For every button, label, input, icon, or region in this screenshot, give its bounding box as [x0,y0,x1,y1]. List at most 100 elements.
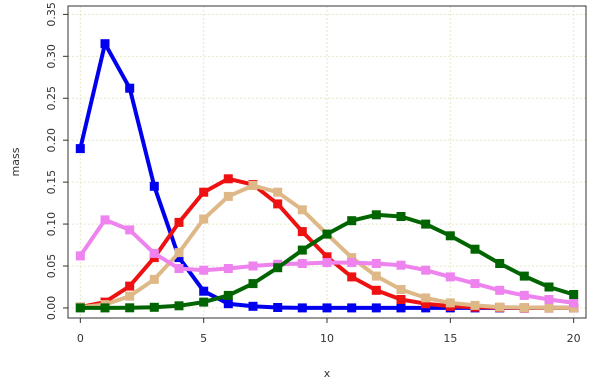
data-point [421,265,431,275]
data-point [470,244,480,254]
data-point [100,215,110,225]
data-point [223,290,233,300]
axes: 0 5 10 15 20 0.00 0.05 0.10 0.15 0.20 0.25 0.30 0.35 [45,2,581,345]
data-point [297,303,307,313]
data-point [297,245,307,255]
data-point [199,214,209,224]
x-tick-label: 0 [77,332,84,345]
data-point [495,285,505,295]
series-5 [75,210,579,313]
data-point [519,290,529,300]
data-point [322,252,332,262]
data-point [445,231,455,241]
data-point [149,248,159,258]
data-point [347,258,357,268]
data-point [223,191,233,201]
data-point [248,261,258,271]
data-point [347,303,357,313]
data-point [396,285,406,294]
data-point [519,271,529,281]
data-point [347,216,357,226]
x-tick-label: 5 [200,332,207,345]
data-point [396,303,406,313]
data-point [174,248,184,258]
data-point [519,303,529,312]
x-tick-label: 15 [443,332,457,345]
series-group [75,39,579,313]
data-point [297,259,307,268]
data-point [125,83,135,93]
data-point [495,259,505,268]
y-tick-label: 0.15 [45,170,58,195]
y-axis-label: mass [9,147,22,176]
data-point [125,225,135,235]
data-point [75,251,85,261]
data-point [75,144,85,154]
y-tick-label: 0.10 [45,212,58,237]
data-point [273,199,283,209]
data-point [125,281,135,291]
data-point [273,263,283,273]
data-point [248,181,258,190]
y-tick-label: 0.35 [45,2,58,27]
data-point [371,259,381,268]
data-point [371,271,381,281]
data-point [544,282,554,292]
data-point [248,301,258,311]
data-point [125,291,135,301]
data-point [347,272,357,282]
data-point [544,303,554,313]
data-point [569,290,579,299]
x-tick-label: 10 [320,332,334,345]
y-tick-label: 0.20 [45,128,58,153]
data-point [421,219,431,229]
data-point [174,253,184,263]
data-point [75,303,85,313]
data-point [174,264,184,273]
data-point [322,303,332,313]
data-point [297,205,307,215]
data-point [470,279,480,289]
data-point [100,303,110,313]
data-point [396,212,406,221]
data-point [371,303,381,313]
data-point [223,264,233,273]
data-point [223,174,233,184]
data-point [248,279,258,289]
data-point [445,298,455,308]
y-tick-label: 0.30 [45,44,58,69]
data-point [149,181,159,191]
data-point [569,298,579,308]
data-point [199,286,209,296]
data-point [569,303,579,313]
y-tick-label: 0.25 [45,86,58,111]
data-point [199,265,209,275]
data-point [421,293,431,303]
data-point [100,39,110,49]
data-point [174,217,184,227]
data-point [125,303,135,313]
data-point [396,260,406,270]
data-point [149,302,159,312]
data-point [371,210,381,220]
data-point [445,272,455,282]
data-point [396,295,406,304]
data-point [223,299,233,309]
y-tick-label: 0.05 [45,254,58,279]
data-point [199,187,209,197]
data-point [199,297,209,307]
data-point [174,301,184,311]
x-tick-label: 20 [567,332,581,345]
data-point [273,187,283,197]
data-point [297,227,307,237]
x-axis-label: x [324,367,331,380]
data-point [371,285,381,295]
y-tick-label: 0.00 [45,296,58,321]
data-point [421,299,431,309]
data-point [470,300,480,310]
data-point [347,253,357,263]
data-point [322,258,332,268]
data-point [544,295,554,304]
